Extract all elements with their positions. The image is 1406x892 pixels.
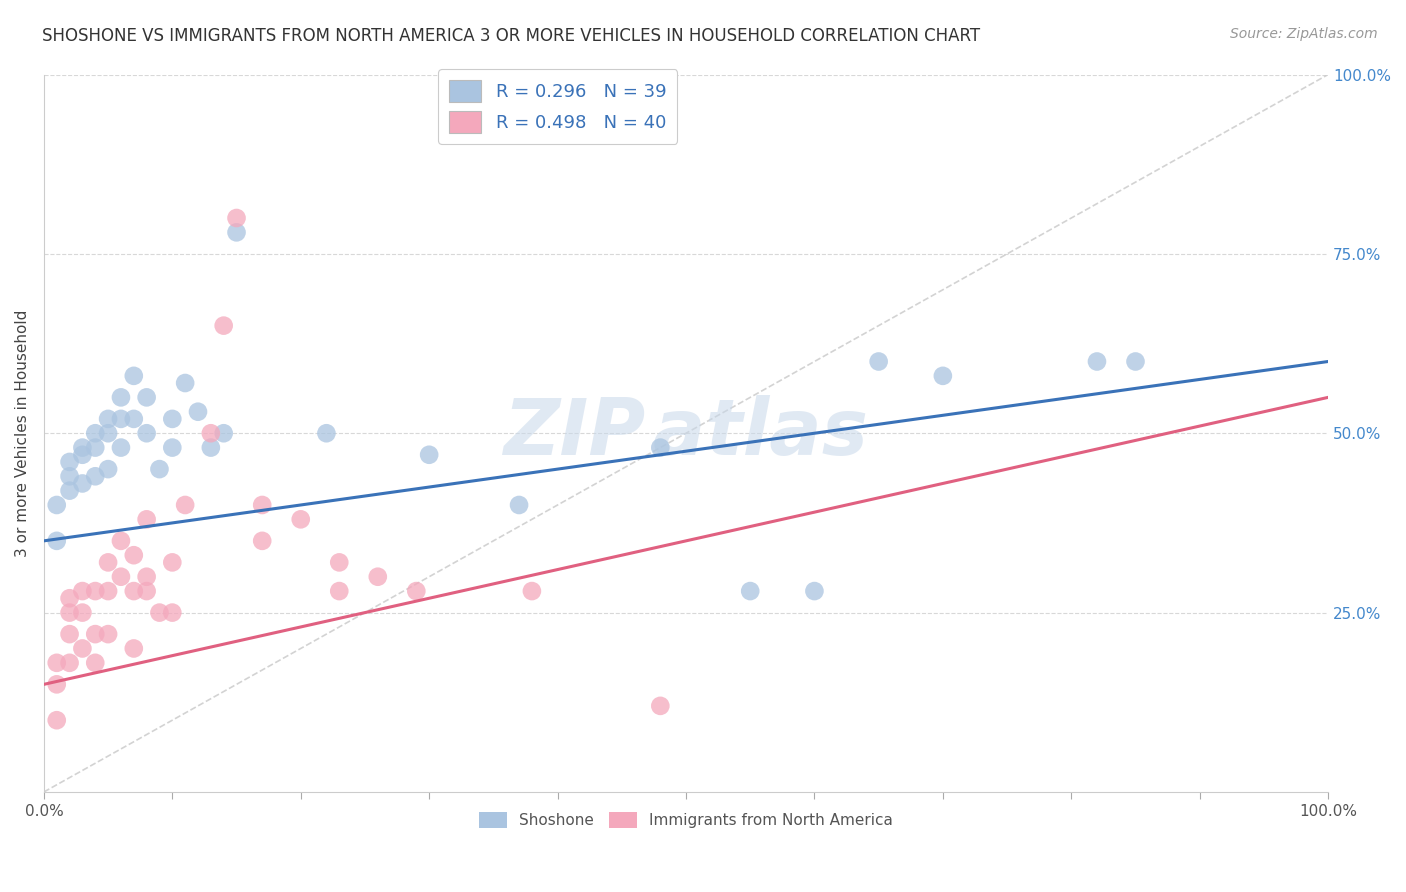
- Point: [110, 570, 132, 584]
- Point: [932, 368, 955, 383]
- Point: [225, 211, 247, 225]
- Text: ZIP atlas: ZIP atlas: [503, 395, 869, 471]
- Point: [110, 390, 132, 404]
- Point: [58, 591, 80, 606]
- Point: [740, 584, 762, 599]
- Point: [1125, 354, 1147, 368]
- Point: [84, 441, 107, 455]
- Point: [45, 533, 67, 548]
- Point: [58, 455, 80, 469]
- Point: [72, 441, 94, 455]
- Point: [72, 606, 94, 620]
- Point: [162, 441, 184, 455]
- Legend: Shoshone, Immigrants from North America: Shoshone, Immigrants from North America: [474, 806, 898, 835]
- Point: [110, 412, 132, 426]
- Point: [328, 584, 350, 599]
- Point: [212, 318, 235, 333]
- Point: [212, 426, 235, 441]
- Point: [45, 677, 67, 691]
- Point: [135, 390, 157, 404]
- Point: [84, 584, 107, 599]
- Point: [97, 627, 120, 641]
- Point: [84, 426, 107, 441]
- Point: [162, 555, 184, 569]
- Point: [45, 713, 67, 727]
- Point: [162, 412, 184, 426]
- Point: [110, 441, 132, 455]
- Point: [367, 570, 389, 584]
- Point: [122, 412, 145, 426]
- Point: [250, 498, 273, 512]
- Text: SHOSHONE VS IMMIGRANTS FROM NORTH AMERICA 3 OR MORE VEHICLES IN HOUSEHOLD CORREL: SHOSHONE VS IMMIGRANTS FROM NORTH AMERIC…: [42, 27, 980, 45]
- Point: [110, 533, 132, 548]
- Point: [122, 584, 145, 599]
- Point: [200, 426, 222, 441]
- Point: [122, 641, 145, 656]
- Point: [174, 498, 197, 512]
- Point: [45, 656, 67, 670]
- Point: [72, 584, 94, 599]
- Point: [328, 555, 350, 569]
- Y-axis label: 3 or more Vehicles in Household: 3 or more Vehicles in Household: [15, 310, 30, 557]
- Point: [868, 354, 890, 368]
- Point: [97, 555, 120, 569]
- Point: [97, 462, 120, 476]
- Point: [58, 469, 80, 483]
- Point: [508, 498, 530, 512]
- Point: [84, 656, 107, 670]
- Point: [58, 656, 80, 670]
- Point: [135, 512, 157, 526]
- Point: [290, 512, 312, 526]
- Point: [418, 448, 440, 462]
- Point: [650, 698, 672, 713]
- Point: [97, 584, 120, 599]
- Point: [135, 570, 157, 584]
- Point: [72, 448, 94, 462]
- Point: [405, 584, 427, 599]
- Point: [122, 548, 145, 562]
- Point: [97, 426, 120, 441]
- Point: [72, 641, 94, 656]
- Point: [135, 426, 157, 441]
- Point: [148, 462, 170, 476]
- Point: [650, 441, 672, 455]
- Point: [162, 606, 184, 620]
- Point: [187, 405, 209, 419]
- Point: [148, 606, 170, 620]
- Point: [72, 476, 94, 491]
- Point: [200, 441, 222, 455]
- Point: [803, 584, 825, 599]
- Point: [84, 627, 107, 641]
- Point: [174, 376, 197, 390]
- Point: [520, 584, 543, 599]
- Point: [250, 533, 273, 548]
- Point: [58, 627, 80, 641]
- Point: [58, 606, 80, 620]
- Point: [1085, 354, 1108, 368]
- Point: [225, 225, 247, 239]
- Text: Source: ZipAtlas.com: Source: ZipAtlas.com: [1230, 27, 1378, 41]
- Point: [45, 498, 67, 512]
- Point: [84, 469, 107, 483]
- Point: [58, 483, 80, 498]
- Point: [315, 426, 337, 441]
- Point: [135, 584, 157, 599]
- Point: [122, 368, 145, 383]
- Point: [97, 412, 120, 426]
